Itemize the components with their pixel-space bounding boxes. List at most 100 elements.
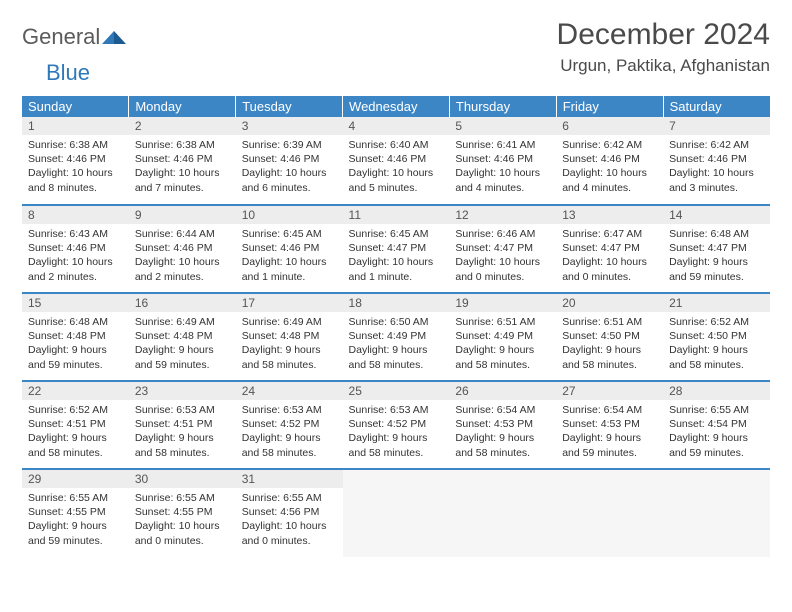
day-info: Sunrise: 6:55 AMSunset: 4:56 PMDaylight:…	[236, 488, 343, 552]
calendar-cell: 17Sunrise: 6:49 AMSunset: 4:48 PMDayligh…	[236, 293, 343, 381]
calendar-cell	[556, 469, 663, 557]
calendar-cell: 27Sunrise: 6:54 AMSunset: 4:53 PMDayligh…	[556, 381, 663, 469]
day-number: 5	[449, 117, 556, 135]
calendar-cell: 1Sunrise: 6:38 AMSunset: 4:46 PMDaylight…	[22, 117, 129, 205]
day-info: Sunrise: 6:48 AMSunset: 4:48 PMDaylight:…	[22, 312, 129, 376]
calendar-cell: 29Sunrise: 6:55 AMSunset: 4:55 PMDayligh…	[22, 469, 129, 557]
day-info: Sunrise: 6:45 AMSunset: 4:46 PMDaylight:…	[236, 224, 343, 288]
day-number: 23	[129, 382, 236, 400]
day-number: 9	[129, 206, 236, 224]
day-number: 28	[663, 382, 770, 400]
calendar-cell: 14Sunrise: 6:48 AMSunset: 4:47 PMDayligh…	[663, 205, 770, 293]
day-number: 21	[663, 294, 770, 312]
month-title: December 2024	[557, 18, 770, 52]
day-info: Sunrise: 6:48 AMSunset: 4:47 PMDaylight:…	[663, 224, 770, 288]
day-number: 20	[556, 294, 663, 312]
calendar-cell: 31Sunrise: 6:55 AMSunset: 4:56 PMDayligh…	[236, 469, 343, 557]
weekday-header: Sunday	[22, 96, 129, 117]
calendar-cell: 8Sunrise: 6:43 AMSunset: 4:46 PMDaylight…	[22, 205, 129, 293]
calendar-cell: 10Sunrise: 6:45 AMSunset: 4:46 PMDayligh…	[236, 205, 343, 293]
calendar-cell	[449, 469, 556, 557]
day-number: 13	[556, 206, 663, 224]
calendar-cell: 9Sunrise: 6:44 AMSunset: 4:46 PMDaylight…	[129, 205, 236, 293]
day-info: Sunrise: 6:53 AMSunset: 4:51 PMDaylight:…	[129, 400, 236, 464]
calendar-cell: 2Sunrise: 6:38 AMSunset: 4:46 PMDaylight…	[129, 117, 236, 205]
calendar-head: SundayMondayTuesdayWednesdayThursdayFrid…	[22, 96, 770, 117]
day-number: 2	[129, 117, 236, 135]
day-number: 25	[343, 382, 450, 400]
calendar-cell: 21Sunrise: 6:52 AMSunset: 4:50 PMDayligh…	[663, 293, 770, 381]
day-info: Sunrise: 6:51 AMSunset: 4:49 PMDaylight:…	[449, 312, 556, 376]
calendar-cell: 11Sunrise: 6:45 AMSunset: 4:47 PMDayligh…	[343, 205, 450, 293]
day-info: Sunrise: 6:47 AMSunset: 4:47 PMDaylight:…	[556, 224, 663, 288]
calendar-cell: 12Sunrise: 6:46 AMSunset: 4:47 PMDayligh…	[449, 205, 556, 293]
day-info: Sunrise: 6:42 AMSunset: 4:46 PMDaylight:…	[556, 135, 663, 199]
day-info: Sunrise: 6:40 AMSunset: 4:46 PMDaylight:…	[343, 135, 450, 199]
day-number: 8	[22, 206, 129, 224]
weekday-header: Wednesday	[343, 96, 450, 117]
calendar-cell: 24Sunrise: 6:53 AMSunset: 4:52 PMDayligh…	[236, 381, 343, 469]
day-info: Sunrise: 6:43 AMSunset: 4:46 PMDaylight:…	[22, 224, 129, 288]
day-number: 3	[236, 117, 343, 135]
calendar-cell: 30Sunrise: 6:55 AMSunset: 4:55 PMDayligh…	[129, 469, 236, 557]
day-info: Sunrise: 6:46 AMSunset: 4:47 PMDaylight:…	[449, 224, 556, 288]
day-number: 19	[449, 294, 556, 312]
title-block: December 2024 Urgun, Paktika, Afghanista…	[557, 18, 770, 76]
day-info: Sunrise: 6:39 AMSunset: 4:46 PMDaylight:…	[236, 135, 343, 199]
day-number: 14	[663, 206, 770, 224]
day-info: Sunrise: 6:41 AMSunset: 4:46 PMDaylight:…	[449, 135, 556, 199]
day-number: 11	[343, 206, 450, 224]
day-number: 12	[449, 206, 556, 224]
day-info: Sunrise: 6:38 AMSunset: 4:46 PMDaylight:…	[129, 135, 236, 199]
logo-mark-icon	[102, 28, 128, 46]
day-number: 16	[129, 294, 236, 312]
day-info: Sunrise: 6:55 AMSunset: 4:55 PMDaylight:…	[129, 488, 236, 552]
day-info: Sunrise: 6:38 AMSunset: 4:46 PMDaylight:…	[22, 135, 129, 199]
calendar-cell: 15Sunrise: 6:48 AMSunset: 4:48 PMDayligh…	[22, 293, 129, 381]
calendar-cell: 22Sunrise: 6:52 AMSunset: 4:51 PMDayligh…	[22, 381, 129, 469]
weekday-header: Friday	[556, 96, 663, 117]
calendar-cell: 28Sunrise: 6:55 AMSunset: 4:54 PMDayligh…	[663, 381, 770, 469]
calendar-cell	[663, 469, 770, 557]
day-number: 17	[236, 294, 343, 312]
weekday-header: Thursday	[449, 96, 556, 117]
logo-word-general: General	[22, 24, 100, 50]
day-number: 7	[663, 117, 770, 135]
day-info: Sunrise: 6:54 AMSunset: 4:53 PMDaylight:…	[556, 400, 663, 464]
day-number: 18	[343, 294, 450, 312]
day-info: Sunrise: 6:42 AMSunset: 4:46 PMDaylight:…	[663, 135, 770, 199]
day-info: Sunrise: 6:53 AMSunset: 4:52 PMDaylight:…	[343, 400, 450, 464]
day-info: Sunrise: 6:50 AMSunset: 4:49 PMDaylight:…	[343, 312, 450, 376]
day-info: Sunrise: 6:44 AMSunset: 4:46 PMDaylight:…	[129, 224, 236, 288]
calendar-cell: 25Sunrise: 6:53 AMSunset: 4:52 PMDayligh…	[343, 381, 450, 469]
location: Urgun, Paktika, Afghanistan	[557, 56, 770, 76]
weekday-header: Monday	[129, 96, 236, 117]
day-number: 15	[22, 294, 129, 312]
calendar-cell: 5Sunrise: 6:41 AMSunset: 4:46 PMDaylight…	[449, 117, 556, 205]
calendar-cell: 16Sunrise: 6:49 AMSunset: 4:48 PMDayligh…	[129, 293, 236, 381]
day-number: 31	[236, 470, 343, 488]
day-number: 1	[22, 117, 129, 135]
calendar-cell: 19Sunrise: 6:51 AMSunset: 4:49 PMDayligh…	[449, 293, 556, 381]
calendar-cell: 20Sunrise: 6:51 AMSunset: 4:50 PMDayligh…	[556, 293, 663, 381]
day-info: Sunrise: 6:52 AMSunset: 4:50 PMDaylight:…	[663, 312, 770, 376]
logo: General	[22, 18, 128, 50]
calendar-cell: 18Sunrise: 6:50 AMSunset: 4:49 PMDayligh…	[343, 293, 450, 381]
day-number: 6	[556, 117, 663, 135]
day-number: 26	[449, 382, 556, 400]
day-info: Sunrise: 6:52 AMSunset: 4:51 PMDaylight:…	[22, 400, 129, 464]
day-info: Sunrise: 6:53 AMSunset: 4:52 PMDaylight:…	[236, 400, 343, 464]
calendar-cell: 13Sunrise: 6:47 AMSunset: 4:47 PMDayligh…	[556, 205, 663, 293]
day-info: Sunrise: 6:55 AMSunset: 4:54 PMDaylight:…	[663, 400, 770, 464]
calendar-cell: 6Sunrise: 6:42 AMSunset: 4:46 PMDaylight…	[556, 117, 663, 205]
day-number: 10	[236, 206, 343, 224]
day-info: Sunrise: 6:49 AMSunset: 4:48 PMDaylight:…	[129, 312, 236, 376]
day-info: Sunrise: 6:54 AMSunset: 4:53 PMDaylight:…	[449, 400, 556, 464]
calendar-body: 1Sunrise: 6:38 AMSunset: 4:46 PMDaylight…	[22, 117, 770, 557]
calendar-cell	[343, 469, 450, 557]
calendar-cell: 3Sunrise: 6:39 AMSunset: 4:46 PMDaylight…	[236, 117, 343, 205]
day-number: 29	[22, 470, 129, 488]
calendar-cell: 26Sunrise: 6:54 AMSunset: 4:53 PMDayligh…	[449, 381, 556, 469]
day-info: Sunrise: 6:55 AMSunset: 4:55 PMDaylight:…	[22, 488, 129, 552]
day-number: 22	[22, 382, 129, 400]
